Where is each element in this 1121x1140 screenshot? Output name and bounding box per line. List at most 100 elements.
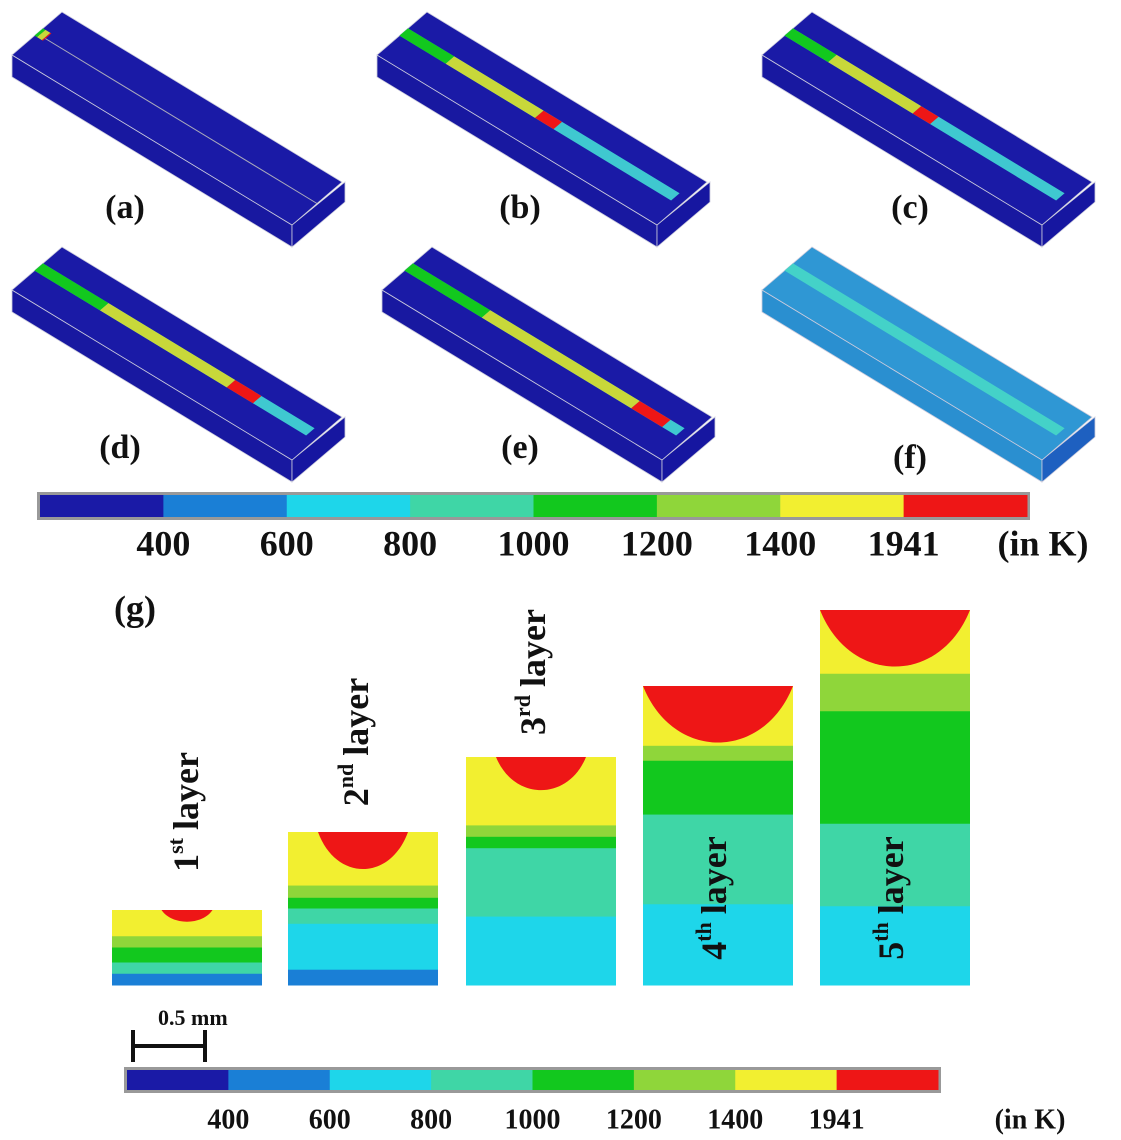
layer-word: layer	[871, 836, 911, 914]
colorbar-segment	[40, 495, 164, 517]
temperature-band	[112, 973, 262, 986]
slab-side	[291, 416, 346, 483]
colorbar-label: 1400	[744, 523, 816, 563]
melt-pool	[820, 610, 970, 667]
melt-pool	[496, 757, 586, 791]
bead-hot	[399, 28, 455, 64]
panel-label: (b)	[499, 189, 541, 226]
bead-hot	[34, 263, 109, 311]
colorbar-segment	[410, 495, 534, 517]
bead-hot	[784, 28, 837, 63]
temperature-band	[288, 969, 438, 986]
temperature-band	[288, 897, 438, 909]
colorbar-segment	[163, 495, 288, 517]
temperature-band	[466, 848, 616, 918]
layer-word: layer	[513, 609, 553, 687]
layer-ordinal: 1	[166, 854, 206, 872]
temperature-band	[466, 825, 616, 838]
temperature-band	[466, 916, 616, 986]
panel-label: (g)	[114, 588, 156, 628]
temperature-band	[288, 908, 438, 925]
temperature-band	[820, 673, 970, 712]
temperature-band	[820, 823, 970, 907]
colorbar-label: 1941	[868, 523, 940, 563]
layer-label: 1st layer	[163, 752, 206, 872]
bead-tip	[535, 110, 562, 130]
layer-word: layer	[166, 752, 206, 830]
colorbar-label: 1000	[505, 1104, 561, 1135]
simulation-panels: (a) (b) (c) (d) (e) (f)	[11, 11, 1096, 483]
bead-hot	[100, 303, 236, 388]
colorbar-segment	[903, 495, 1028, 517]
colorbar-label: 1941	[809, 1104, 865, 1135]
bead-hot	[404, 263, 491, 318]
temperature-band	[466, 836, 616, 849]
colorbar-unit: (in K)	[995, 1104, 1066, 1135]
bead-tip	[41, 32, 52, 41]
layer-label: 2nd layer	[333, 678, 376, 806]
temperature-band	[288, 923, 438, 971]
slab-side	[1041, 416, 1096, 483]
colorbar-segment	[431, 1070, 533, 1090]
colorbar-label: 600	[260, 523, 314, 563]
colorbar-label: 800	[410, 1104, 452, 1135]
panel-label: (d)	[99, 429, 141, 466]
panel-label: (e)	[501, 429, 539, 466]
temperature-band	[112, 936, 262, 948]
layer-ordinal: 4	[694, 942, 734, 960]
colorbar-unit: (in K)	[997, 523, 1088, 563]
bead-tip	[631, 400, 671, 428]
layer-ordinal: 3	[513, 717, 553, 735]
layer-label: 5th layer	[868, 836, 911, 960]
layer-suffix: th	[868, 922, 893, 942]
colorbar-label: 1000	[498, 523, 570, 563]
colorbar-segment	[656, 495, 781, 517]
temperature-band	[820, 906, 970, 986]
colorbar-segment	[329, 1070, 432, 1090]
bead	[784, 263, 1065, 436]
slab-side	[661, 416, 716, 483]
layer-label: 3rd layer	[510, 609, 553, 735]
colorbar-segment	[780, 495, 905, 517]
layer-suffix: nd	[333, 764, 358, 788]
layer-ordinal: 5	[871, 942, 911, 960]
layer-word: layer	[336, 678, 376, 756]
colorbar-segment	[735, 1070, 838, 1090]
colorbar-label: 400	[136, 523, 190, 563]
temperature-band	[643, 745, 793, 762]
groove	[36, 33, 318, 204]
colorbar-segment	[633, 1070, 736, 1090]
bead-hot	[828, 54, 922, 114]
bead-tip	[912, 106, 939, 125]
layer-suffix: rd	[510, 695, 535, 717]
panel-label: (c)	[891, 189, 929, 226]
colorbar-segment	[532, 1070, 635, 1090]
bead-hot	[37, 29, 51, 41]
colorbar-label: 1200	[606, 1104, 662, 1135]
colorbar-segment	[228, 1070, 331, 1090]
melt-pool	[643, 686, 793, 743]
colorbar-top: 400 600 800 1000 1200 1400 1941 (in K)	[37, 492, 1089, 563]
slab-side	[291, 181, 346, 248]
layer-label: 4th layer	[691, 836, 734, 960]
scale-label: 0.5 mm	[158, 1005, 228, 1030]
temperature-band	[112, 947, 262, 963]
layer-ordinal: 2	[336, 788, 376, 806]
temperature-band	[288, 885, 438, 899]
bead-hot	[34, 28, 46, 38]
layer-suffix: st	[163, 837, 188, 854]
bead-hot	[481, 310, 640, 409]
melt-pool	[318, 832, 408, 870]
colorbar-bottom: 400 600 800 1000 1200 1400 1941 (in K)	[124, 1067, 1065, 1135]
colorbar-label: 1200	[621, 523, 693, 563]
colorbar-segment	[533, 495, 658, 517]
temperature-band	[820, 711, 970, 825]
colorbar-label: 800	[383, 523, 437, 563]
temperature-band	[643, 760, 793, 816]
colorbar-label: 600	[309, 1104, 351, 1135]
colorbar-segment	[127, 1070, 229, 1090]
layer-suffix: th	[691, 922, 716, 942]
bead-hot	[445, 56, 544, 118]
